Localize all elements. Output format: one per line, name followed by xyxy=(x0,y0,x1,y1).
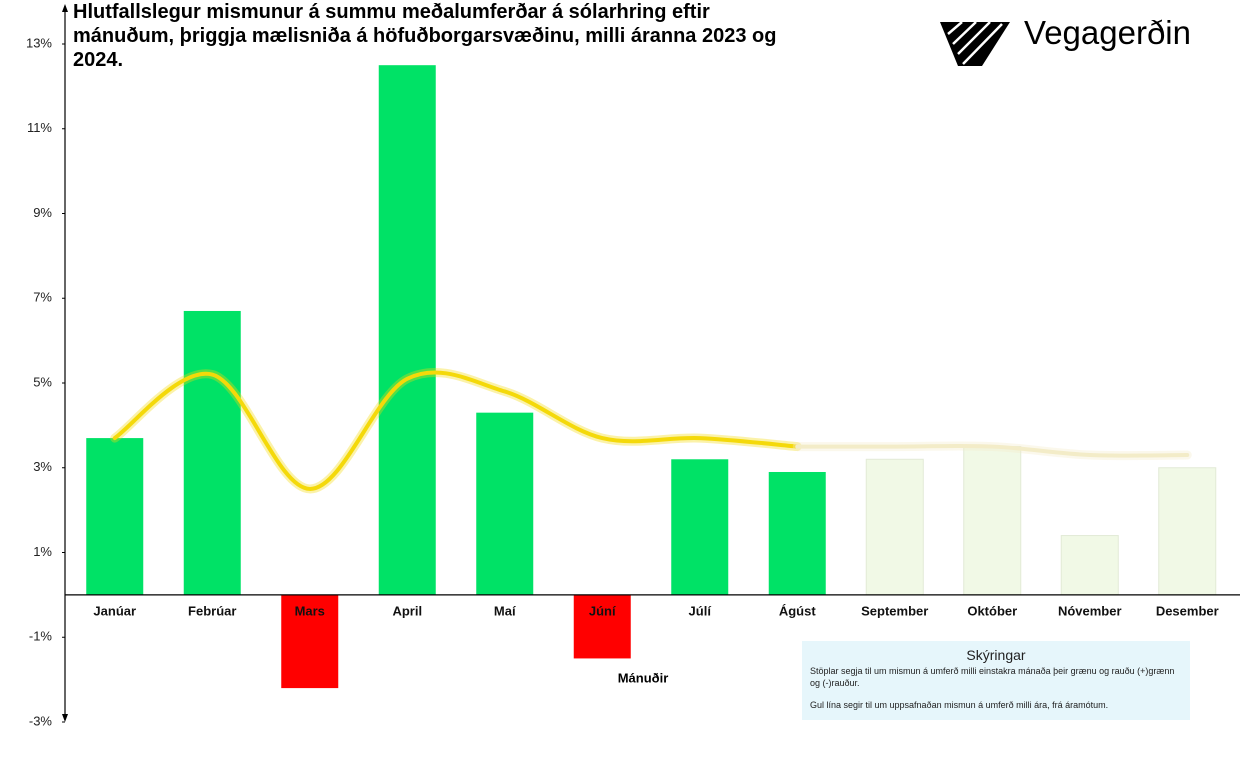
chart-title: Hlutfallslegur mismunur á summu meðalumf… xyxy=(73,1,777,71)
y-tick-label: 3% xyxy=(33,459,52,474)
bar xyxy=(768,471,826,595)
bar xyxy=(183,310,241,595)
legend-title: Skýringar xyxy=(966,647,1026,663)
logo-text: Vegagerðin xyxy=(1024,14,1191,51)
y-tick-label: 13% xyxy=(26,35,52,50)
bar xyxy=(963,446,1022,596)
x-tick-label: September xyxy=(861,603,928,618)
legend-text: Gul lína segir til um uppsafnaðan mismun… xyxy=(810,700,1109,710)
y-axis-arrow xyxy=(62,4,68,12)
legend-text: Stöplar segja til um mismun á umferð mil… xyxy=(810,666,1175,688)
x-tick-label: Nóvember xyxy=(1058,603,1122,618)
bar xyxy=(671,459,729,595)
x-tick-label: Desember xyxy=(1156,603,1219,618)
x-axis-title: Mánuðir xyxy=(618,670,669,685)
y-tick-label: -3% xyxy=(29,713,53,728)
y-tick-label: 7% xyxy=(33,290,52,305)
bar xyxy=(86,438,144,595)
cumulative-line xyxy=(112,370,800,491)
y-tick-label: -1% xyxy=(29,629,53,644)
x-tick-label: Maí xyxy=(494,603,516,618)
y-tick-label: 1% xyxy=(33,544,52,559)
cumulative-line xyxy=(795,443,1190,458)
y-tick-label: 5% xyxy=(33,374,52,389)
y-axis-arrow xyxy=(62,714,68,722)
y-tick-label: 11% xyxy=(27,120,52,135)
bar xyxy=(1158,467,1217,596)
y-tick-label: 9% xyxy=(33,205,52,220)
bar xyxy=(573,594,631,659)
x-tick-label: Febrúar xyxy=(188,603,236,618)
bar xyxy=(476,412,534,595)
bar xyxy=(865,458,924,596)
logo-icon xyxy=(940,21,1010,66)
bar xyxy=(281,594,339,689)
x-tick-label: Janúar xyxy=(93,603,136,618)
x-tick-label: Júlí xyxy=(689,603,712,618)
x-tick-label: Október xyxy=(967,603,1017,618)
x-tick-label: April xyxy=(392,603,422,618)
bar xyxy=(1060,535,1119,596)
x-tick-label: Mars xyxy=(295,603,325,618)
legend: Skýringar Stöplar segja til um mismun á … xyxy=(802,641,1190,720)
bar xyxy=(378,65,436,595)
x-tick-label: Ágúst xyxy=(779,603,817,618)
x-tick-label: Júní xyxy=(589,603,616,618)
